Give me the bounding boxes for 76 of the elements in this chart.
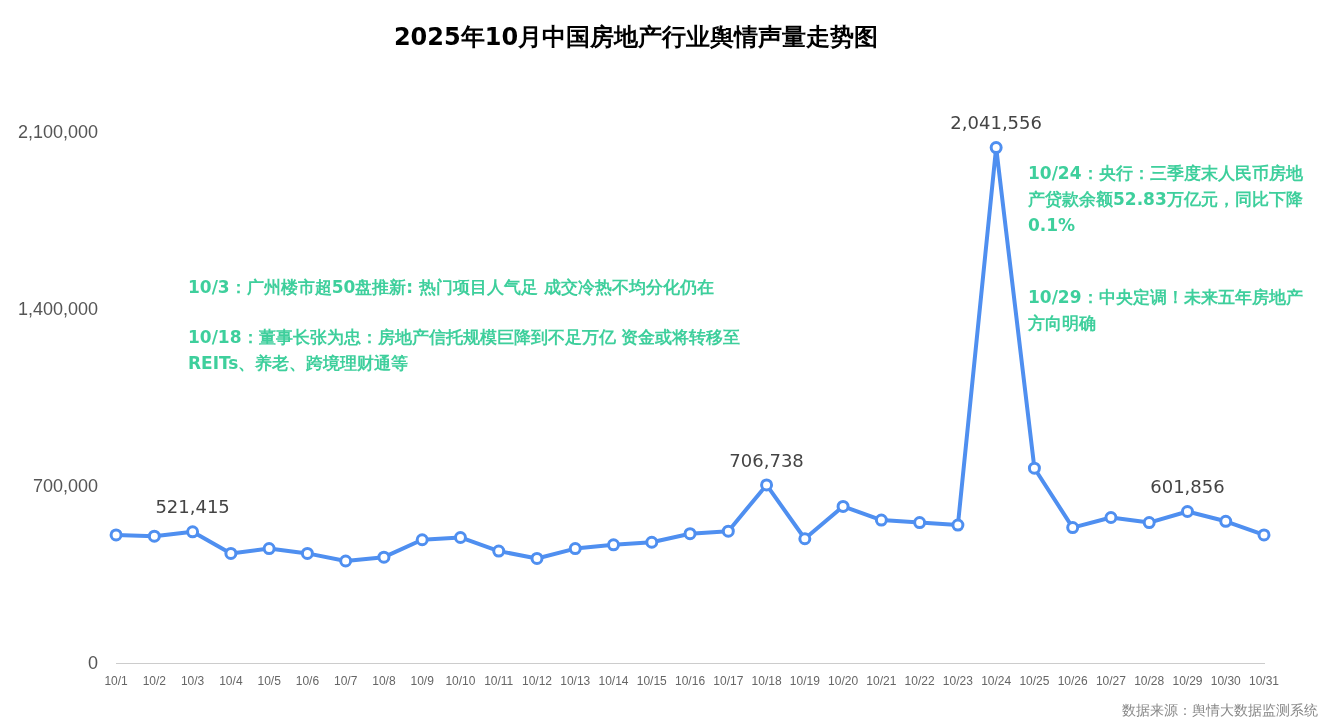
point	[1066, 521, 1080, 535]
x-tick-label: 10/24	[981, 674, 1012, 689]
x-tick-label: 10/22	[904, 674, 935, 689]
point	[300, 546, 314, 560]
point	[721, 524, 735, 538]
y-tick-label: 2,100,000	[18, 121, 99, 142]
x-tick-label: 10/2	[142, 674, 167, 689]
point	[568, 542, 582, 556]
point	[1027, 461, 1041, 475]
point	[645, 535, 659, 549]
x-tick-label: 10/30	[1210, 674, 1242, 689]
x-tick-label: 10/13	[560, 674, 591, 689]
x-tick-label: 10/5	[257, 674, 282, 689]
point	[874, 513, 888, 527]
source-note: 数据来源：舆情大数据监测系统	[1122, 702, 1318, 720]
annotation: 10/18：董事长张为忠：房地产信托规模巨降到不足万亿 资金或将转移至REITs、养老、跨境理财通等	[188, 326, 742, 375]
point	[224, 546, 238, 560]
x-tick-label: 10/19	[789, 674, 821, 689]
x-tick-label: 10/27	[1095, 674, 1127, 689]
point	[453, 530, 467, 544]
x-tick-label: 10/17	[713, 674, 744, 689]
point	[1142, 516, 1156, 530]
x-tick-label: 10/6	[295, 674, 320, 689]
y-tick-label: 700,000	[33, 475, 99, 496]
data-label: 601,856	[1150, 476, 1225, 498]
x-tick-label: 10/23	[942, 674, 974, 689]
x-tick-label: 10/8	[372, 674, 396, 689]
x-tick-label: 10/9	[410, 674, 435, 689]
x-tick-label: 10/29	[1172, 674, 1203, 689]
point	[147, 529, 161, 543]
data-label: 2,041,556	[950, 112, 1042, 134]
point	[186, 525, 200, 539]
x-tick-label: 10/26	[1057, 674, 1089, 689]
annotation: 10/24：央行：三季度末人民币房地产贷款余额52.83万亿元，同比下降0.1%	[1028, 162, 1304, 237]
x-tick-label: 10/16	[675, 674, 706, 689]
x-tick-label: 10/3	[180, 674, 205, 689]
x-tick-label: 10/25	[1019, 674, 1050, 689]
point	[836, 499, 850, 513]
x-tick-label: 10/31	[1248, 674, 1280, 689]
x-tick-label: 10/20	[828, 674, 859, 689]
point	[530, 551, 544, 565]
x-tick-label: 10/15	[636, 674, 668, 689]
annotation: 10/3：广州楼市超50盘推新: 热门项目人气足 成交冷热不均分化仍在	[188, 276, 715, 299]
x-tick-label: 10/18	[751, 674, 782, 689]
point	[1104, 511, 1118, 524]
point	[951, 518, 965, 532]
point	[109, 528, 123, 542]
point	[492, 544, 506, 558]
y-tick-label: 0	[88, 652, 99, 673]
x-tick-label: 10/7	[333, 674, 358, 689]
data-label: 706,738	[729, 449, 804, 471]
x-tick-label: 10/1	[104, 674, 129, 689]
point	[1180, 504, 1194, 518]
point	[760, 478, 774, 492]
point	[339, 554, 353, 568]
point	[683, 527, 697, 541]
x-tick-label: 10/12	[521, 674, 553, 689]
x-tick-label: 10/28	[1134, 674, 1165, 689]
x-tick-label: 10/4	[219, 674, 243, 689]
point	[798, 532, 812, 546]
point	[1257, 528, 1271, 542]
x-tick-label: 10/10	[445, 674, 476, 689]
point	[1219, 514, 1233, 528]
chart-title: 2025年10月中国房地产行业舆情声量走势图	[393, 22, 879, 51]
y-tick-label: 1,400,000	[18, 298, 99, 319]
x-tick-label: 10/21	[866, 674, 897, 689]
point	[377, 550, 391, 564]
annotation: 10/29：中央定调！未来五年房地产方向明确	[1028, 286, 1304, 335]
point	[607, 538, 621, 552]
point	[262, 542, 276, 556]
point	[415, 533, 429, 547]
x-tick-label: 10/11	[484, 674, 514, 689]
data-label: 521,415	[155, 496, 230, 518]
x-tick-label: 10/14	[598, 674, 629, 689]
point	[913, 516, 927, 530]
point	[989, 141, 1003, 155]
